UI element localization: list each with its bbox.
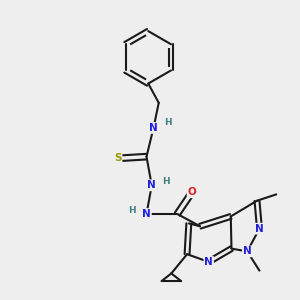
Text: N: N	[204, 257, 213, 267]
Text: N: N	[255, 224, 264, 234]
Text: H: H	[163, 177, 170, 186]
Text: N: N	[243, 246, 252, 256]
Text: O: O	[188, 187, 196, 197]
Text: N: N	[149, 123, 158, 133]
Text: H: H	[164, 118, 172, 127]
Text: N: N	[142, 209, 151, 219]
Text: N: N	[147, 180, 156, 190]
Text: S: S	[114, 153, 122, 164]
Text: H: H	[128, 206, 136, 215]
